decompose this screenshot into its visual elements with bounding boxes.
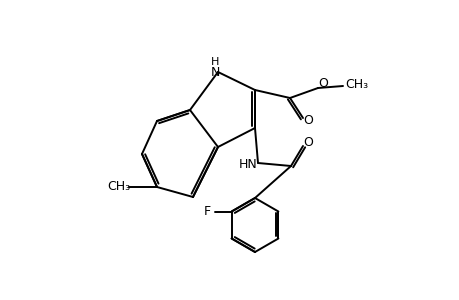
Text: O: O (317, 76, 327, 89)
Text: CH₃: CH₃ (107, 181, 130, 194)
Text: O: O (302, 113, 312, 127)
Text: HN: HN (238, 158, 257, 172)
Text: N: N (210, 65, 219, 79)
Text: H: H (210, 57, 218, 67)
Text: CH₃: CH₃ (345, 77, 368, 91)
Text: F: F (204, 205, 211, 218)
Text: O: O (302, 136, 312, 148)
